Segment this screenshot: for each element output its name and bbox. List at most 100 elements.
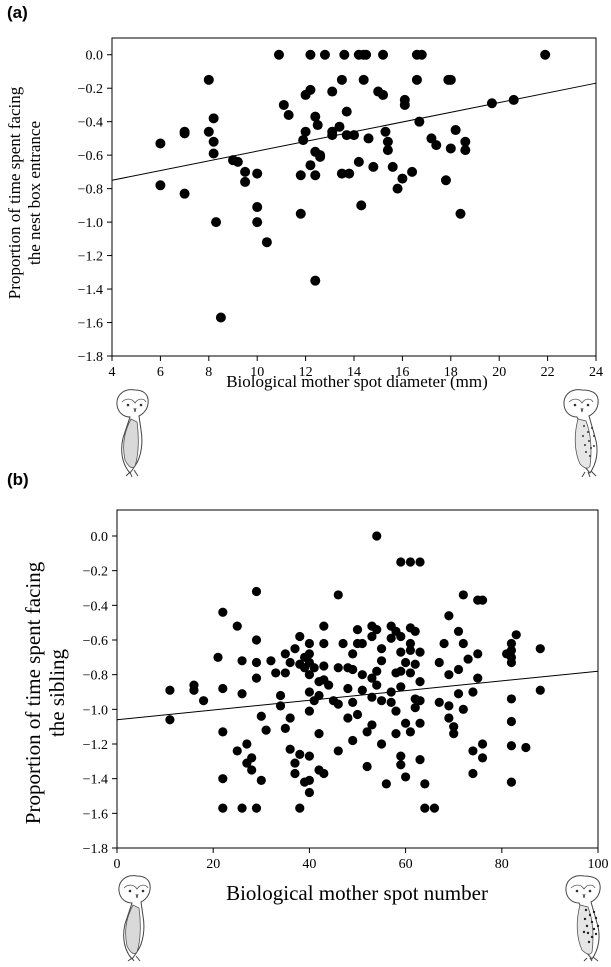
data-point: [353, 156, 364, 167]
data-point: [396, 666, 406, 676]
data-point: [327, 86, 338, 97]
data-point: [256, 775, 266, 786]
data-point: [434, 697, 444, 708]
x-tick-label: 20: [206, 857, 220, 872]
data-point: [405, 638, 416, 649]
data-point: [386, 697, 396, 708]
data-point: [298, 135, 309, 146]
y-tick-label: −0.6: [78, 149, 103, 164]
data-point: [453, 689, 464, 699]
data-point: [208, 113, 219, 124]
data-point: [247, 753, 257, 763]
data-point: [310, 170, 321, 181]
data-point: [155, 138, 166, 149]
panel-b-ylabel-line1: Proportion of time spent facing: [21, 561, 45, 824]
data-point: [348, 649, 358, 659]
data-point: [155, 180, 166, 191]
data-point: [305, 160, 316, 171]
data-point: [273, 49, 284, 60]
plain-owl-icon: [118, 875, 151, 962]
panel-a: (a) Proportion of time spent facing the …: [5, 3, 603, 478]
data-point: [367, 631, 377, 642]
data-point: [415, 647, 425, 657]
data-point: [295, 631, 305, 642]
data-point: [382, 136, 393, 147]
data-point: [392, 183, 403, 194]
data-point: [372, 680, 382, 690]
data-point: [251, 635, 262, 645]
data-point: [334, 121, 345, 132]
data-point: [179, 128, 190, 139]
data-point: [450, 125, 461, 136]
data-point: [242, 739, 252, 749]
data-point: [415, 696, 425, 706]
data-point: [319, 638, 329, 649]
data-point: [458, 638, 468, 649]
data-point: [310, 111, 321, 122]
y-tick-label: −1.4: [83, 773, 108, 788]
data-point: [290, 644, 300, 654]
data-point: [440, 175, 451, 186]
data-point: [285, 713, 295, 723]
data-point: [304, 706, 314, 716]
data-point: [211, 217, 222, 228]
data-point: [415, 755, 425, 765]
data-point: [415, 557, 425, 567]
data-point: [397, 173, 408, 184]
y-tick-label: −1.8: [78, 350, 103, 365]
x-tick-label: 10: [250, 365, 264, 380]
y-tick-label: −0.4: [83, 599, 108, 614]
data-point: [352, 709, 363, 720]
data-point: [381, 779, 391, 789]
data-point: [348, 697, 358, 708]
x-tick-label: 20: [492, 365, 506, 380]
data-point: [361, 49, 372, 60]
data-point: [348, 664, 358, 675]
panel-b-plot-area: 0 20 40 60 80 100 0.0 −0.2 −0.4 −0.6 −0.8 −1.0 −1.2 −…: [83, 509, 609, 872]
data-point: [256, 711, 266, 721]
data-point: [218, 727, 228, 737]
data-point: [363, 133, 374, 144]
plain-owl-icon: [116, 389, 149, 478]
data-point: [411, 74, 422, 85]
data-point: [333, 699, 343, 709]
data-point: [304, 638, 314, 649]
spotted-owl-icon: [563, 389, 599, 478]
x-tick-label: 18: [444, 365, 458, 380]
data-point: [213, 652, 223, 662]
data-point: [283, 109, 294, 120]
panel-a-ylabel-line1: Proportion of time spent facing: [5, 86, 24, 299]
data-point: [372, 666, 382, 676]
data-point: [305, 84, 316, 95]
panel-b-ylabel-line2: the sibling: [45, 648, 69, 737]
spotted-owl-icon: [565, 875, 601, 962]
data-point: [280, 723, 290, 734]
x-tick-label: 100: [588, 857, 609, 872]
data-point: [341, 130, 352, 141]
data-point: [415, 677, 425, 687]
data-point: [396, 557, 406, 567]
data-point: [362, 727, 372, 737]
data-point: [367, 692, 377, 702]
data-point: [445, 143, 456, 154]
data-point: [376, 656, 387, 666]
data-point: [319, 768, 329, 779]
data-point: [179, 188, 190, 199]
x-tick-label: 40: [302, 857, 316, 872]
data-point: [336, 168, 347, 179]
data-point: [439, 638, 449, 649]
data-point: [410, 703, 420, 713]
x-tick-label: 14: [347, 365, 361, 380]
data-point: [339, 49, 350, 60]
data-point: [232, 156, 243, 167]
data-point: [333, 746, 343, 756]
data-point: [444, 701, 454, 711]
y-tick-label: −0.4: [78, 116, 103, 131]
data-point: [319, 621, 329, 631]
data-point: [506, 638, 517, 649]
data-point: [449, 722, 459, 732]
data-point: [407, 166, 418, 177]
x-tick-label: 80: [495, 857, 509, 872]
data-point: [368, 161, 379, 172]
data-point: [401, 657, 411, 668]
